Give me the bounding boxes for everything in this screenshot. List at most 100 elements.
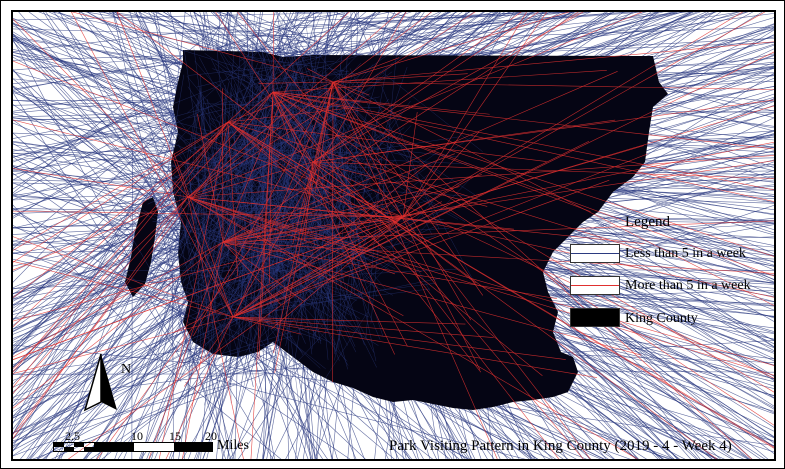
flow-line-high bbox=[250, 91, 274, 459]
flow-line-high bbox=[272, 91, 560, 459]
flow-line-low bbox=[254, 353, 275, 459]
flow-line-high bbox=[272, 91, 774, 150]
flow-line-high bbox=[187, 196, 774, 376]
flow-line-low bbox=[277, 12, 294, 47]
flow-line-low bbox=[13, 92, 190, 374]
flow-line-low bbox=[199, 104, 306, 344]
flow-line-high bbox=[13, 316, 234, 374]
scale-tick-label-1: 2.5 bbox=[65, 429, 80, 443]
flow-line-low bbox=[186, 162, 207, 286]
flow-line-high bbox=[182, 241, 224, 459]
flow-line-high bbox=[402, 216, 591, 459]
flow-line-high bbox=[312, 161, 482, 373]
flow-line-high bbox=[227, 12, 350, 123]
flow-line-low bbox=[153, 12, 247, 48]
flow-line-high bbox=[235, 81, 334, 316]
flow-line-low bbox=[13, 33, 190, 207]
flow-line-high bbox=[332, 41, 774, 83]
flow-line-low bbox=[323, 100, 431, 291]
flow-line-high bbox=[116, 12, 314, 163]
flow-line-low bbox=[185, 381, 282, 459]
flow-line-high bbox=[13, 261, 234, 318]
flow-line-high bbox=[258, 91, 274, 360]
flow-line-high bbox=[13, 119, 404, 218]
flow-line-low bbox=[256, 222, 260, 291]
flow-line-high bbox=[312, 161, 718, 459]
flow-line-high bbox=[187, 12, 401, 198]
flow-line-high bbox=[13, 121, 229, 328]
flow-line-low bbox=[166, 104, 306, 195]
flow-line-low bbox=[195, 234, 356, 280]
flow-line-low bbox=[58, 73, 194, 459]
flow-line-high bbox=[222, 224, 331, 243]
flow-line-high bbox=[312, 12, 584, 163]
flow-line-low bbox=[229, 162, 275, 193]
flow-line-high bbox=[272, 91, 774, 426]
flow-line-low bbox=[13, 90, 175, 184]
flow-line-low bbox=[13, 33, 202, 147]
flow-line-low bbox=[362, 244, 415, 282]
flow-line-low bbox=[205, 91, 227, 188]
flow-line-low bbox=[292, 12, 579, 27]
flow-line-low bbox=[212, 68, 250, 83]
flow-line-low bbox=[129, 113, 322, 342]
flow-line-low bbox=[13, 204, 182, 382]
flow-line-high bbox=[232, 201, 442, 318]
legend-title: Legend bbox=[625, 214, 670, 230]
flow-line-high bbox=[222, 241, 558, 300]
flow-line-low bbox=[176, 341, 351, 459]
map-canvas[interactable]: Legend Less than 5 in a week More than 5… bbox=[11, 10, 776, 461]
flow-line-high bbox=[193, 161, 314, 197]
flow-line-low bbox=[286, 20, 310, 55]
flow-line-high bbox=[402, 105, 774, 218]
flow-line-low bbox=[301, 277, 441, 307]
flow-line-low bbox=[287, 59, 328, 179]
flow-line-low bbox=[187, 229, 292, 307]
flow-line-high bbox=[187, 12, 643, 198]
scale-bar bbox=[53, 442, 213, 452]
flow-line-high bbox=[71, 12, 334, 83]
flow-line-low bbox=[323, 100, 411, 230]
flow-line-high bbox=[261, 211, 404, 218]
flow-line-low bbox=[13, 69, 147, 238]
flow-line-high bbox=[13, 216, 404, 322]
flow-line-low bbox=[234, 146, 362, 183]
flow-line-low bbox=[344, 151, 355, 296]
flow-line-low bbox=[205, 227, 290, 302]
flow-line-low bbox=[237, 332, 323, 459]
flow-line-low bbox=[167, 169, 282, 274]
flow-line-low bbox=[334, 111, 364, 295]
flow-line-low bbox=[198, 321, 241, 343]
flow-line-high bbox=[227, 121, 415, 244]
flow-line-low bbox=[13, 117, 179, 435]
flow-line-low bbox=[331, 26, 774, 43]
flow-line-low bbox=[189, 247, 321, 369]
flow-line-high bbox=[402, 131, 480, 218]
flow-line-high bbox=[13, 236, 234, 318]
flow-line-high bbox=[222, 71, 618, 243]
flow-line-low bbox=[198, 87, 289, 199]
flow-line-low bbox=[13, 12, 338, 21]
flow-line-low bbox=[215, 38, 235, 241]
legend-label-king-county: King County bbox=[625, 311, 698, 326]
scale-tick-label-4: 20 bbox=[205, 429, 217, 443]
flow-line-high bbox=[71, 12, 234, 318]
flow-line-low bbox=[192, 174, 362, 232]
scale-tick-label-2: 10 bbox=[131, 429, 143, 443]
flow-line-low bbox=[283, 12, 370, 117]
flow-line-high bbox=[312, 161, 774, 179]
flow-line-low bbox=[311, 178, 454, 338]
flow-line-low bbox=[252, 92, 304, 117]
flow-line-low bbox=[190, 283, 296, 372]
flow-line-low bbox=[261, 137, 377, 368]
flow-line-high bbox=[187, 196, 422, 273]
flow-line-high bbox=[13, 196, 189, 439]
flow-line-high bbox=[222, 12, 579, 243]
flow-line-low bbox=[284, 116, 466, 222]
flow-line-high bbox=[332, 81, 481, 370]
flow-line-high bbox=[232, 164, 428, 318]
flow-line-high bbox=[332, 12, 570, 83]
flow-line-high bbox=[13, 241, 224, 409]
flow-line-low bbox=[339, 12, 392, 23]
flow-line-low bbox=[240, 235, 374, 245]
